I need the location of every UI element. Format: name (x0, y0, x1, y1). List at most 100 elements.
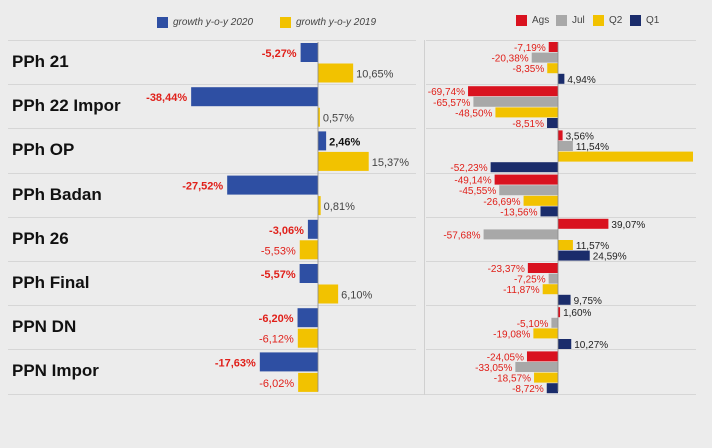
data-label-jul-ppn-impor: -33,05% (475, 363, 512, 374)
data-label-growth-y-o-y-2020-pph-badan: -27,52% (182, 181, 223, 193)
bar-jul-ppn-dn (551, 317, 558, 328)
data-label-jul-pph-final: -7,25% (514, 275, 546, 286)
bar-growth-y-o-y-2019-pph-21 (318, 63, 354, 83)
legend-q2: Q2 (593, 15, 622, 26)
legend-jul: Jul (556, 15, 585, 26)
bar-q1-pph-22-impor (547, 118, 558, 128)
data-label-q1-pph-22-impor: -8,51% (512, 119, 544, 130)
row-separator (426, 128, 696, 130)
bar-growth-y-o-y-2020-ppn-dn (297, 308, 318, 328)
data-label-growth-y-o-y-2019-pph-21: 10,65% (356, 69, 394, 81)
legend-2019: growth y-o-y 2019 (280, 17, 376, 28)
data-label-jul-pph-26: -57,68% (443, 230, 480, 241)
bar-ags-pph-26 (558, 218, 609, 229)
bar-q1-pph-26 (558, 250, 590, 261)
data-label-q1-ppn-dn: 10,27% (574, 340, 608, 351)
bar-ags-pph-final (527, 263, 558, 273)
data-label-ags-pph-21: -7,19% (514, 43, 546, 54)
bar-q1-pph-final (558, 294, 571, 305)
bar-growth-y-o-y-2020-pph-22-impor (191, 87, 318, 107)
data-label-jul-pph-22-impor: -65,57% (433, 98, 470, 109)
row-separator (8, 128, 416, 130)
data-label-growth-y-o-y-2019-pph-22-impor: 0,57% (323, 113, 354, 125)
data-label-growth-y-o-y-2019-ppn-impor: -6,02% (259, 378, 294, 390)
data-label-growth-y-o-y-2020-pph-final: -5,57% (261, 269, 296, 281)
data-label-growth-y-o-y-2019-ppn-dn: -6,12% (259, 334, 294, 346)
bar-q1-pph-badan (540, 206, 558, 217)
legend-q1: Q1 (630, 15, 659, 26)
data-label-growth-y-o-y-2019-pph-26: -5,53% (261, 245, 296, 257)
data-label-growth-y-o-y-2019-pph-badan: 0,81% (324, 201, 355, 213)
bar-jul-pph-final (548, 273, 558, 284)
legend-label-2019: growth y-o-y 2019 (296, 17, 377, 28)
data-label-ags-pph-26: 39,07% (611, 220, 645, 231)
data-label-jul-ppn-dn: -5,10% (517, 319, 549, 330)
bar-growth-y-o-y-2019-pph-final (318, 284, 339, 304)
data-label-q1-pph-21: 4,94% (567, 75, 595, 86)
legend-ags: Ags (516, 15, 549, 26)
bar-q2-ppn-impor (534, 372, 558, 383)
bar-q2-ppn-dn (533, 328, 558, 339)
bar-ags-ppn-impor (526, 351, 558, 362)
legend-label-q1: Q1 (646, 15, 660, 26)
data-label-q2-ppn-dn: -19,08% (493, 329, 530, 340)
data-label-q2-ppn-impor: -18,57% (494, 374, 531, 385)
data-label-growth-y-o-y-2019-pph-final: 6,10% (341, 290, 372, 302)
row-separator (8, 40, 416, 41)
row-label-pph-badan: PPh Badan (12, 184, 102, 204)
row-separator (426, 84, 696, 86)
data-label-ags-ppn-impor: -24,05% (487, 352, 524, 363)
data-label-growth-y-o-y-2020-pph-21: -5,27% (262, 48, 297, 60)
data-label-q1-pph-badan: -13,56% (500, 207, 537, 218)
legend-swatch-ags (516, 15, 527, 26)
legend-2020: growth y-o-y 2020 (157, 17, 253, 28)
data-label-ags-pph-final: -23,37% (488, 264, 525, 275)
data-label-q2-pph-21: -8,35% (513, 64, 545, 75)
bar-growth-y-o-y-2019-pph-26 (299, 240, 318, 260)
data-label-ags-pph-badan: -49,14% (454, 176, 491, 187)
legend-swatch-q1 (630, 15, 641, 26)
data-label-growth-y-o-y-2020-ppn-dn: -6,20% (259, 313, 294, 325)
data-label-growth-y-o-y-2020-pph-26: -3,06% (269, 225, 304, 237)
bar-q2-pph-final (542, 284, 558, 295)
data-label-q1-ppn-impor: -8,72% (512, 384, 544, 395)
bar-q1-ppn-impor (546, 383, 558, 394)
row-label-pph-op: PPh OP (12, 140, 75, 160)
legend-swatch-2020 (157, 17, 168, 28)
bar-growth-y-o-y-2020-ppn-impor (259, 352, 318, 372)
row-label-ppn-dn: PPN DN (12, 317, 77, 337)
bar-growth-y-o-y-2019-ppn-impor (298, 372, 318, 392)
bar-growth-y-o-y-2020-pph-op (318, 131, 327, 151)
data-label-q1-pph-final: 9,75% (574, 296, 602, 307)
data-label-q1-pph-26: 24,59% (593, 252, 627, 263)
legend-label-2020: growth y-o-y 2020 (173, 17, 254, 28)
bar-ags-ppn-dn (558, 307, 561, 318)
bar-q1-ppn-dn (558, 339, 572, 349)
data-label-growth-y-o-y-2020-pph-op: 2,46% (329, 136, 360, 148)
bar-growth-y-o-y-2020-pph-badan (227, 175, 318, 195)
row-label-pph-final: PPh Final (12, 273, 90, 292)
row-separator (426, 261, 696, 262)
bar-ags-pph-21 (548, 42, 558, 52)
bar-ags-pph-22-impor (468, 86, 558, 97)
row-label-pph-22-impor: PPh 22 Impor (12, 96, 121, 116)
data-label-q1-pph-op: -52,23% (450, 163, 487, 174)
row-separator (426, 216, 696, 218)
data-label-ags-pph-op: 3,56% (566, 131, 594, 142)
bar-jul-pph-op (558, 141, 573, 151)
row-label-pph-26: PPh 26 (12, 228, 69, 248)
bar-q2-pph-22-impor (495, 107, 558, 118)
legend-label-ags: Ags (532, 15, 550, 26)
row-separator (8, 84, 416, 86)
row-separator (8, 261, 416, 262)
bar-ags-pph-op (558, 130, 563, 141)
bar-growth-y-o-y-2019-pph-22-impor (318, 107, 320, 127)
bar-q2-pph-op (558, 151, 693, 162)
data-label-growth-y-o-y-2019-pph-op: 15,37% (372, 157, 410, 169)
data-label-growth-y-o-y-2020-ppn-impor: -17,63% (215, 357, 256, 369)
bar-q1-pph-21 (558, 73, 565, 84)
bar-jul-pph-26 (483, 229, 558, 240)
data-label-growth-y-o-y-2020-pph-22-impor: -38,44% (146, 92, 187, 104)
